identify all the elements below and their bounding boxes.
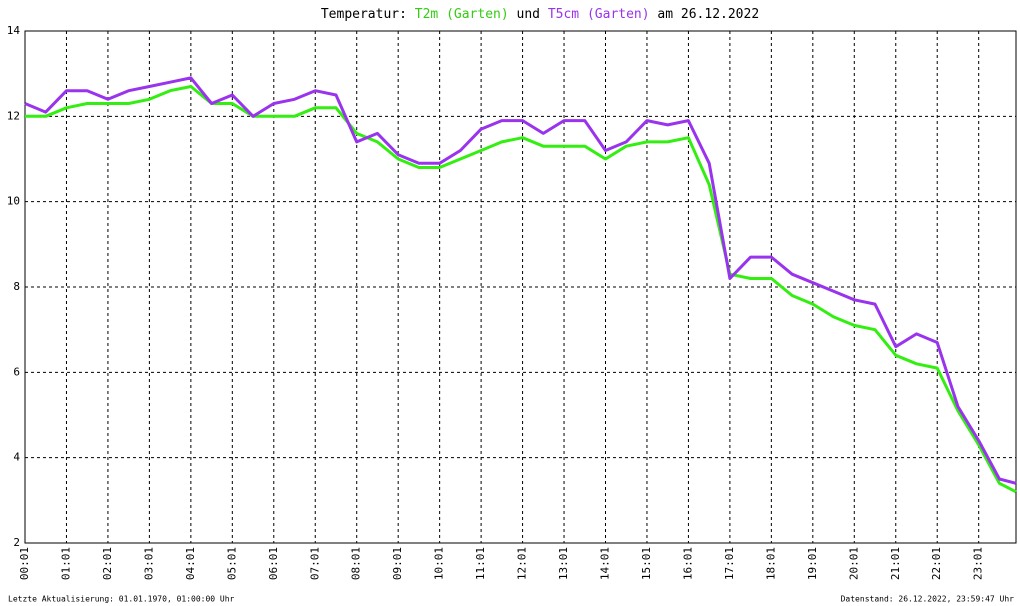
x-tick-label: 22:01 xyxy=(930,547,943,580)
x-tick-label: 00:01 xyxy=(18,547,31,580)
y-tick-label: 6 xyxy=(13,365,20,378)
series-line xyxy=(24,76,1017,485)
title-prefix: Temperatur: xyxy=(321,7,407,22)
x-tick-label: 06:01 xyxy=(267,547,280,580)
y-tick-label: 14 xyxy=(7,24,21,37)
x-tick-label: 04:01 xyxy=(184,547,197,580)
x-tick-label: 02:01 xyxy=(101,547,114,580)
y-tick-label: 2 xyxy=(13,536,20,549)
x-tick-label: 09:01 xyxy=(391,547,404,580)
x-tick-label: 23:01 xyxy=(972,547,985,580)
x-tick-label: 01:01 xyxy=(59,547,72,580)
y-tick-label: 4 xyxy=(13,451,20,464)
legend-entry: T5cm (Garten) xyxy=(548,7,650,22)
chart-title: Temperatur: T2m (Garten) und T5cm (Garte… xyxy=(321,7,759,22)
x-tick-label: 16:01 xyxy=(681,547,694,580)
y-tick-label: 10 xyxy=(7,195,20,208)
y-tick-label: 12 xyxy=(7,109,20,122)
x-tick-label: 15:01 xyxy=(640,547,653,580)
x-tick-label: 14:01 xyxy=(599,547,612,580)
footer-left: Letzte Aktualisierung: 01.01.1970, 01:00… xyxy=(8,595,235,604)
x-tick-label: 12:01 xyxy=(516,547,529,580)
x-tick-label: 08:01 xyxy=(350,547,363,580)
x-tick-label: 21:01 xyxy=(889,547,902,580)
title-middle: und xyxy=(517,7,540,22)
x-tick-label: 13:01 xyxy=(557,547,570,580)
legend-entry: T2m (Garten) xyxy=(415,7,509,22)
x-tick-label: 20:01 xyxy=(847,547,860,580)
x-tick-label: 03:01 xyxy=(142,547,155,580)
x-tick-label: 10:01 xyxy=(433,547,446,580)
title-suffix: am 26.12.2022 xyxy=(657,7,759,22)
plot-border xyxy=(24,30,1017,544)
x-tick-label: 11:01 xyxy=(474,547,487,580)
x-tick-label: 17:01 xyxy=(723,547,736,580)
y-tick-label: 8 xyxy=(13,280,20,293)
x-tick-label: 19:01 xyxy=(806,547,819,580)
x-tick-label: 07:01 xyxy=(308,547,321,580)
footer-right: Datenstand: 26.12.2022, 23:59:47 Uhr xyxy=(841,595,1015,604)
series-line xyxy=(25,85,1017,494)
x-tick-label: 18:01 xyxy=(764,547,777,580)
x-tick-label: 05:01 xyxy=(225,547,238,580)
